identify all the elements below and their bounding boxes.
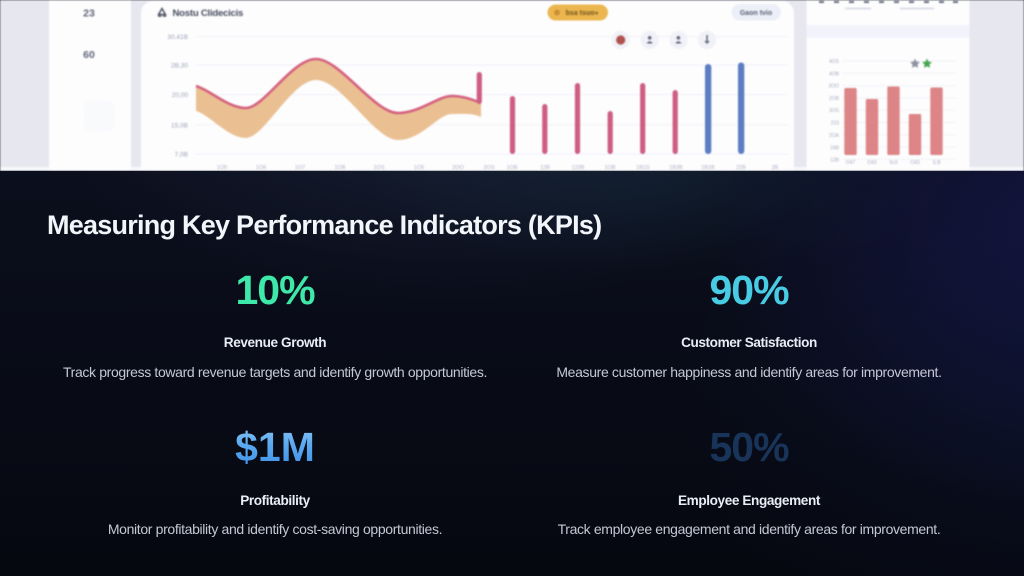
- svg-text:24B: 24B: [830, 145, 840, 151]
- svg-text:2OA: 2OA: [829, 133, 840, 139]
- svg-text:123B: 123B: [572, 165, 585, 171]
- svg-text:22B: 22B: [736, 165, 746, 171]
- svg-text:2OB: 2OB: [829, 96, 840, 102]
- svg-text:20,00: 20,00: [172, 92, 189, 99]
- svg-text:Nostu Clidecicis: Nostu Clidecicis: [173, 8, 244, 19]
- svg-text:1OB: 1OB: [604, 165, 615, 171]
- svg-text:7,0B: 7,0B: [175, 152, 188, 159]
- svg-text:4OB: 4OB: [829, 71, 840, 77]
- svg-text:O43: O43: [867, 160, 877, 166]
- svg-text:4OS: 4OS: [829, 59, 840, 65]
- svg-text:1OS: 1OS: [373, 165, 384, 171]
- svg-text:15,0B: 15,0B: [171, 122, 188, 129]
- svg-text:1O5: 1O5: [414, 165, 424, 171]
- svg-text:30,41B: 30,41B: [167, 34, 188, 41]
- svg-text:2OS: 2OS: [483, 165, 494, 171]
- svg-text:12B: 12B: [830, 157, 840, 163]
- svg-text:233: 233: [831, 121, 840, 127]
- svg-text:2B,30: 2B,30: [171, 63, 188, 70]
- svg-text:Gaon tvio: Gaon tvio: [740, 10, 772, 17]
- svg-text:23: 23: [83, 8, 95, 20]
- svg-text:1B1S: 1B1S: [636, 165, 650, 171]
- svg-text:60: 60: [83, 49, 95, 61]
- svg-text:1O6: 1O6: [256, 165, 266, 171]
- svg-text:2B: 2B: [772, 165, 779, 171]
- svg-text:1B3B: 1B3B: [669, 165, 683, 171]
- svg-text:O43: O43: [910, 160, 920, 166]
- svg-text:1O5: 1O5: [217, 165, 227, 171]
- svg-text:O47: O47: [846, 160, 856, 166]
- svg-text:1O7: 1O7: [295, 165, 305, 171]
- svg-text:bsa tsuo»: bsa tsuo»: [566, 10, 599, 17]
- svg-text:2OO: 2OO: [452, 165, 464, 171]
- svg-text:5v3: 5v3: [889, 160, 897, 166]
- svg-text:S.B: S.B: [932, 160, 941, 166]
- svg-text:1B1B: 1B1B: [701, 165, 715, 171]
- svg-text:3OS: 3OS: [829, 108, 840, 114]
- svg-text:1OB: 1OB: [334, 165, 345, 171]
- svg-text:1OB: 1OB: [506, 165, 517, 171]
- svg-text:12B: 12B: [540, 165, 550, 171]
- svg-text:3OO: 3OO: [828, 84, 839, 90]
